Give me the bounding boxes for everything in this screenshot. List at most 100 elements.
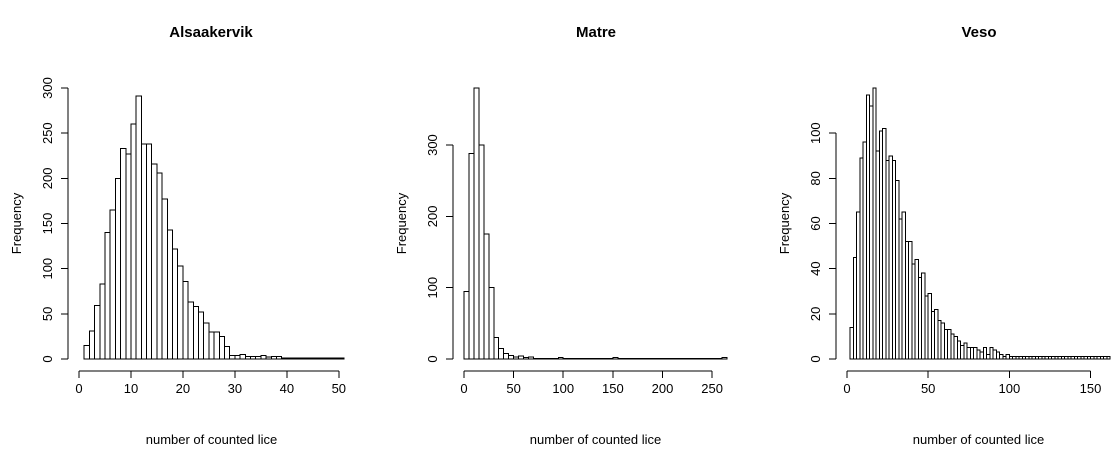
x-tick-label: 20 [176,381,190,396]
histogram-bar [632,357,639,360]
histogram-panel-2: Veso 0 50 100 150 0 20 40 60 80 100 number of count… [777,24,1111,447]
histogram-bar [229,354,236,360]
x-tick-label: 40 [280,381,294,396]
histogram-bar [473,87,480,360]
y-tick-label: 300 [40,77,55,99]
y-tick-label: 60 [808,216,823,230]
histogram-bar [622,357,629,360]
histogram-bar [182,280,189,360]
x-tick-label: 30 [228,381,242,396]
y-tick-label: 150 [40,213,55,235]
histogram-bar [612,357,619,360]
x-tick-label: 50 [921,381,935,396]
x-tick-label: 100 [552,381,574,396]
histogram-bar [488,287,495,360]
x-axis-label: number of counted lice [530,432,662,447]
histogram-bar [218,335,225,360]
histogram-bar [333,357,340,360]
y-tick-label: 100 [425,277,440,299]
histogram-bar [146,143,153,360]
histogram-bar [104,232,111,360]
histogram-bar [542,357,549,360]
histogram-bar [120,148,127,360]
chart-title: Matre [576,24,616,41]
histogram-bar [83,344,90,360]
histogram-bar [151,163,158,360]
histogram-bar [716,357,723,360]
histogram-bar [125,153,132,360]
histogram-bar [281,357,288,360]
histogram-panel-0: Alsaakervik 0 10 20 30 40 50 0 50 100 150 200 250 300… [9,24,346,447]
histogram-bar [557,357,564,360]
histogram-bar [671,357,678,360]
histogram-bar [483,233,490,360]
histogram-bar [498,347,505,360]
histogram-bar [463,290,470,360]
x-tick-label: 50 [506,381,520,396]
x-tick-label: 100 [998,381,1020,396]
histogram-bar [296,357,303,360]
histogram-bar [518,355,525,360]
histogram-bar [572,357,579,360]
y-tick-label: 200 [40,167,55,189]
histogram-bar [156,172,163,360]
histogram-bar [172,248,179,360]
histogram-bar [537,357,544,360]
y-tick-label: 50 [40,307,55,321]
histogram-bar [562,357,569,360]
histogram-bar [528,356,534,360]
x-tick-label: 150 [1080,381,1102,396]
histogram-bar [577,357,584,360]
histogram-bar [592,357,599,360]
histogram-bar [192,306,200,360]
histogram-bar [223,345,231,360]
chart-title: Veso [961,24,996,41]
histogram-bar [691,357,698,360]
x-axis-label: number of counted lice [146,432,278,447]
histogram-bar [681,357,688,360]
y-tick-label: 250 [40,122,55,144]
histogram-bar [109,209,116,360]
y-tick-label: 100 [808,122,823,144]
y-tick-label: 0 [425,355,440,362]
y-axis-label: Frequency [9,192,24,254]
histogram-bar [607,357,614,360]
histogram-bar [198,311,205,360]
histogram-bar [140,143,148,360]
histogram-bar [587,357,594,360]
histogram-bar [657,357,663,360]
histogram-bar [652,357,659,360]
histogram-bar [114,177,122,360]
x-tick-label: 150 [602,381,624,396]
histogram-bar [547,357,554,360]
y-tick-label: 20 [808,307,823,321]
histogram-panel-1: Matre 0 50 100 150 200 250 0 100 200 300 number of … [394,24,728,447]
histogram-bar [270,355,277,360]
x-tick-label: 0 [843,381,850,396]
histogram-bar [721,357,728,360]
y-axis-label: Frequency [394,192,409,254]
histogram-bar [275,355,283,360]
histogram-bar [552,357,559,360]
histogram-bar [213,331,220,360]
y-tick-label: 0 [808,355,823,362]
histogram-bar [666,357,673,360]
histogram-bar [239,353,246,360]
histogram-bar [312,357,319,360]
histogram-bar [249,355,257,360]
histogram-bar [468,153,475,360]
histogram-bar [161,198,168,360]
histogram-bar [255,355,262,360]
y-axis-label: Frequency [777,192,792,254]
histogram-bar [187,301,194,360]
chart-title: Alsaakervik [169,24,253,41]
histogram-bar [322,357,329,360]
histogram-bar [130,123,137,360]
histogram-bar [234,354,241,360]
histogram-bar [327,357,335,360]
histogram-bar [503,352,510,360]
y-tick-label: 300 [425,134,440,156]
histogram-bar [696,357,703,360]
histogram-bar [307,357,314,360]
y-tick-label: 0 [40,355,55,362]
